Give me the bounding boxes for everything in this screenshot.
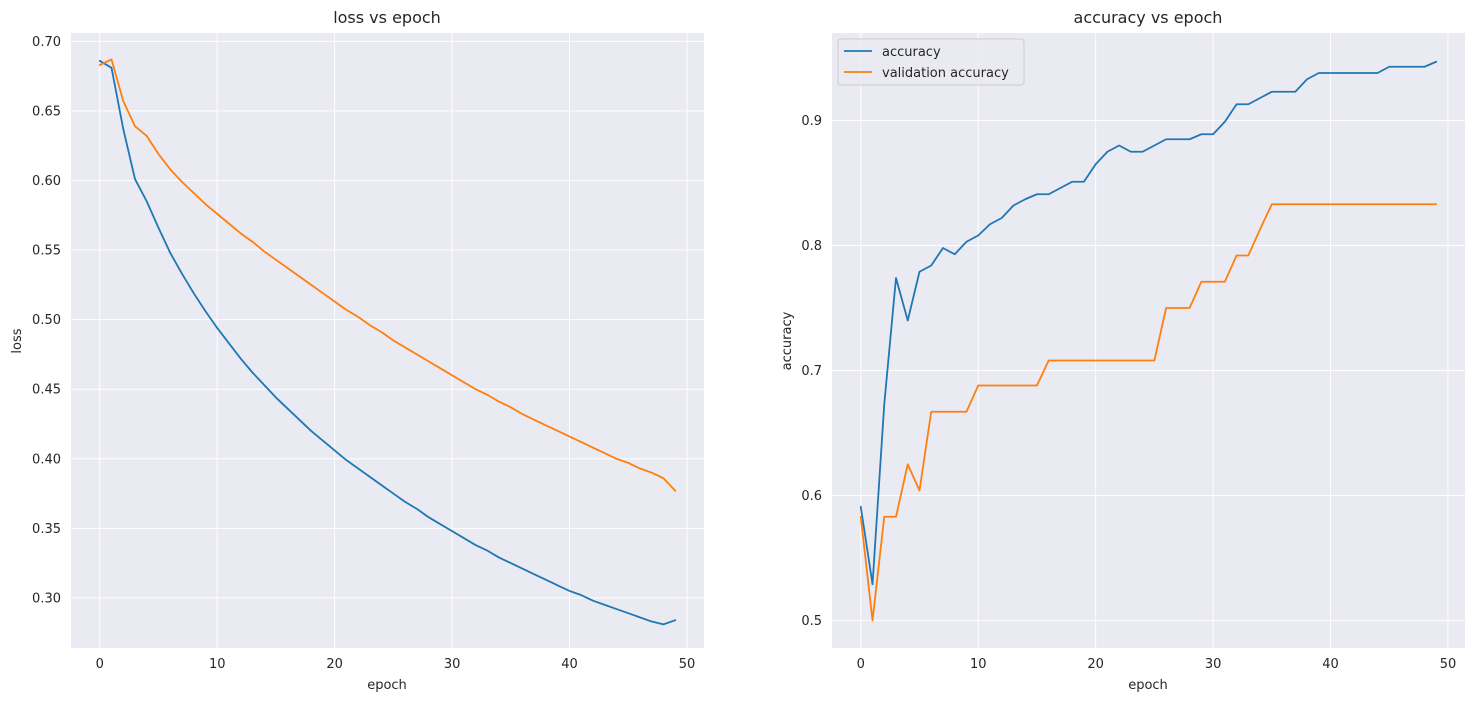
accuracy-line-accuracy — [859, 60, 1438, 586]
legend-label-validation-accuracy: validation accuracy — [882, 66, 1009, 81]
accuracy-series-lines — [859, 60, 1438, 622]
accuracy-tick-labels: 0 10 20 30 40 50 0.5 0.6 0.7 0.8 0.9 — [801, 114, 1456, 672]
accuracy-chart: 0 10 20 30 40 50 0.5 0.6 0.7 0.8 0.9 accuracy vs e… — [780, 8, 1465, 693]
loss-gridlines — [71, 33, 704, 648]
accuracy-legend: accuracy validation accuracy — [837, 38, 1025, 86]
loss-plot-area — [71, 33, 704, 648]
loss-y-tick-label: 0.40 — [32, 452, 61, 467]
accuracy-y-tick-label: 0.6 — [801, 489, 822, 504]
loss-y-tick-label: 0.30 — [32, 591, 61, 606]
accuracy-y-axis-label: accuracy — [780, 311, 795, 370]
accuracy-x-axis-label: epoch — [1128, 678, 1168, 693]
loss-y-tick-label: 0.60 — [32, 174, 61, 189]
accuracy-x-tick-label: 50 — [1440, 657, 1457, 672]
loss-line-series-0 — [98, 59, 677, 626]
accuracy-x-tick-label: 20 — [1087, 657, 1104, 672]
loss-line-series-1 — [98, 58, 677, 492]
loss-x-tick-label: 20 — [326, 657, 343, 672]
loss-x-tick-label: 40 — [561, 657, 578, 672]
loss-y-tick-label: 0.45 — [32, 383, 61, 398]
legend-label-accuracy: accuracy — [882, 45, 941, 60]
loss-x-tick-label: 30 — [444, 657, 461, 672]
accuracy-gridlines — [832, 33, 1465, 648]
loss-chart: 0 10 20 30 40 50 0.30 0.35 0.40 0.45 0.50 0.55 0.60 0… — [10, 8, 704, 693]
accuracy-x-tick-label: 30 — [1205, 657, 1222, 672]
accuracy-y-tick-label: 0.5 — [801, 614, 822, 629]
loss-y-tick-label: 0.55 — [32, 244, 61, 259]
loss-x-tick-label: 0 — [96, 657, 104, 672]
loss-y-tick-label: 0.50 — [32, 313, 61, 328]
accuracy-x-tick-label: 40 — [1322, 657, 1339, 672]
accuracy-x-tick-label: 10 — [970, 657, 987, 672]
accuracy-y-tick-label: 0.8 — [801, 239, 822, 254]
loss-y-tick-label: 0.65 — [32, 104, 61, 119]
loss-y-axis-label: loss — [10, 328, 25, 353]
accuracy-chart-title: accuracy vs epoch — [1074, 8, 1223, 27]
accuracy-line-validation-accuracy — [859, 203, 1438, 622]
loss-x-axis-label: epoch — [367, 678, 407, 693]
accuracy-y-tick-label: 0.9 — [801, 114, 822, 129]
loss-y-tick-label: 0.70 — [32, 35, 61, 50]
accuracy-x-tick-label: 0 — [857, 657, 865, 672]
loss-series-lines — [98, 58, 677, 626]
loss-y-tick-label: 0.35 — [32, 522, 61, 537]
legend-box — [837, 38, 1025, 86]
loss-x-tick-label: 10 — [209, 657, 226, 672]
loss-tick-labels: 0 10 20 30 40 50 0.30 0.35 0.40 0.45 0.50 0.55 0.60 0… — [32, 35, 695, 672]
accuracy-y-tick-label: 0.7 — [801, 364, 822, 379]
loss-x-tick-label: 50 — [679, 657, 696, 672]
accuracy-plot-area — [832, 33, 1465, 648]
loss-chart-title: loss vs epoch — [333, 8, 441, 27]
